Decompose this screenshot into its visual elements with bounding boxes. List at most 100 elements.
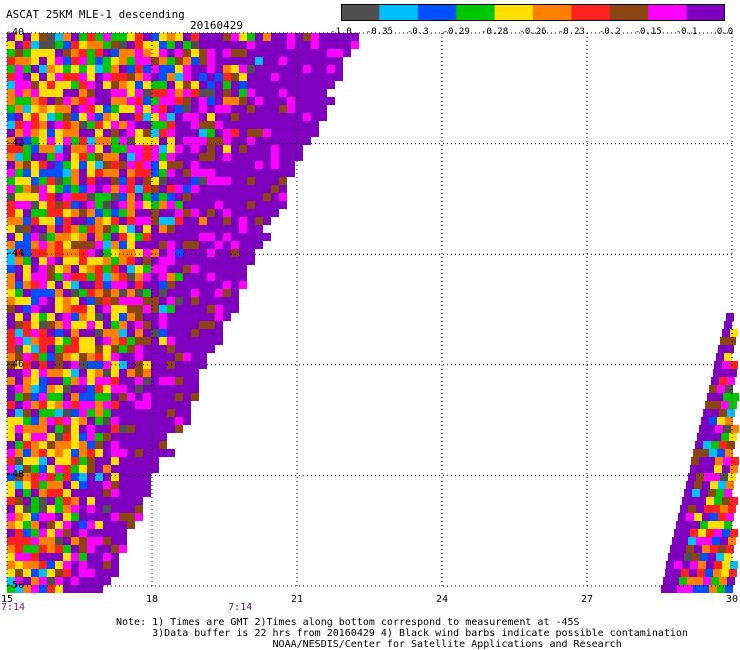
swath-map — [6, 32, 739, 593]
swath-cell — [63, 73, 71, 81]
swath-cell — [31, 345, 39, 353]
swath-cell — [71, 569, 79, 577]
swath-cell — [231, 81, 239, 89]
swath-cell — [15, 377, 23, 385]
swath-cell — [726, 545, 734, 553]
swath-cell — [231, 281, 239, 289]
swath-cell — [15, 385, 23, 393]
swath-cell — [183, 217, 191, 225]
swath-cell — [295, 81, 303, 89]
swath-cell — [207, 65, 215, 73]
swath-cell — [119, 185, 127, 193]
swath-cell — [143, 377, 151, 385]
swath-cell — [720, 505, 728, 513]
swath-cell — [698, 497, 706, 505]
swath-cell — [71, 169, 79, 177]
swath-cell — [87, 193, 95, 201]
swath-cell — [23, 417, 31, 425]
swath-cell — [119, 241, 127, 249]
swath-cell — [215, 201, 223, 209]
swath-cell — [159, 209, 167, 217]
swath-cell — [111, 273, 119, 281]
swath-cell — [127, 313, 135, 321]
swath-cell — [239, 153, 247, 161]
swath-cell — [31, 113, 39, 121]
swath-cell — [311, 105, 319, 113]
swath-cell — [135, 409, 143, 417]
swath-cell — [47, 289, 55, 297]
swath-cell — [279, 177, 287, 185]
swath-cell — [207, 113, 215, 121]
swath-cell — [183, 41, 191, 49]
swath-cell — [215, 233, 223, 241]
swath-cell — [183, 145, 191, 153]
swath-cell — [7, 33, 15, 41]
swath-cell — [127, 329, 135, 337]
swath-cell — [79, 225, 87, 233]
swath-cell — [143, 217, 151, 225]
swath-cell — [175, 281, 183, 289]
swath-cell — [15, 249, 23, 257]
swath-cell — [111, 369, 119, 377]
swath-cell — [167, 185, 175, 193]
swath-cell — [15, 105, 23, 113]
color-scale-bar — [341, 4, 725, 21]
swath-cell — [39, 457, 47, 465]
swath-cell — [135, 265, 143, 273]
swath-cell — [183, 97, 191, 105]
swath-cell — [127, 249, 135, 257]
swath-cell — [71, 113, 79, 121]
swath-cell — [7, 337, 15, 345]
swath-cell — [47, 41, 55, 49]
swath-cell — [199, 289, 207, 297]
swath-cell — [279, 105, 287, 113]
swath-cell — [159, 241, 167, 249]
swath-cell — [7, 289, 15, 297]
swath-cell — [95, 41, 103, 49]
swath-cell — [717, 449, 725, 457]
swath-cell — [127, 393, 135, 401]
swath-cell — [151, 81, 159, 89]
swath-cell — [103, 233, 111, 241]
swath-cell — [15, 209, 23, 217]
swath-cell — [111, 249, 119, 257]
swath-cell — [63, 441, 71, 449]
swath-cell — [343, 33, 351, 41]
swath-cell — [7, 201, 15, 209]
swath-cell — [295, 153, 303, 161]
swath-cell — [31, 305, 39, 313]
swath-cell — [87, 569, 95, 577]
swath-cell — [23, 33, 31, 41]
swath-cell — [703, 409, 711, 417]
swath-cell — [702, 513, 710, 521]
footnotes: Note: 1) Times are GMT 2)Times along bot… — [116, 617, 688, 650]
swath-cell — [175, 241, 183, 249]
swath-cell — [263, 129, 271, 137]
swath-cell — [239, 233, 247, 241]
swath-cell — [135, 113, 143, 121]
swath-cell — [135, 33, 143, 41]
swath-cell — [31, 241, 39, 249]
swath-cell — [215, 129, 223, 137]
swath-cell — [103, 209, 111, 217]
swath-cell — [127, 473, 135, 481]
swath-cell — [71, 377, 79, 385]
swath-cell — [119, 265, 127, 273]
swath-cell — [713, 369, 721, 377]
swath-cell — [175, 177, 183, 185]
swath-cell — [151, 217, 159, 225]
swath-cell — [159, 73, 167, 81]
swath-cell — [95, 385, 103, 393]
swath-cell — [167, 57, 175, 65]
swath-cell — [103, 489, 111, 497]
swath-cell — [111, 409, 119, 417]
swath-cell — [724, 489, 732, 497]
swath-cell — [143, 281, 151, 289]
swath-cell — [23, 329, 31, 337]
swath-cell — [95, 505, 103, 513]
swath-cell — [143, 305, 151, 313]
swath-cell — [722, 329, 730, 337]
swath-cell — [215, 49, 223, 57]
swath-cell — [191, 41, 199, 49]
swath-cell — [71, 473, 79, 481]
